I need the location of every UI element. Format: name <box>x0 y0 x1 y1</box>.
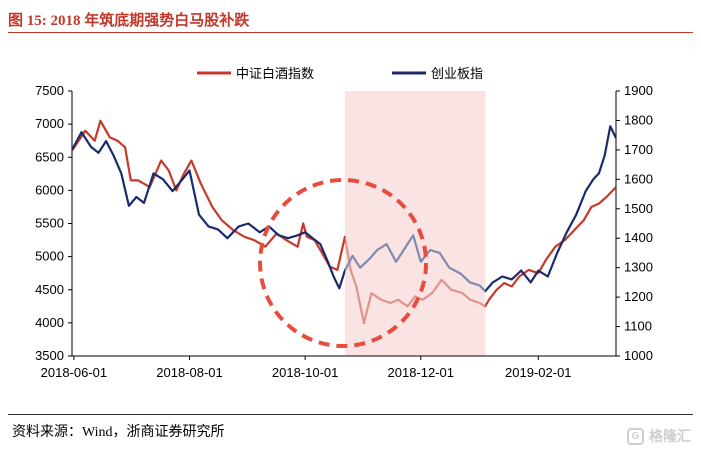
right-axis-tick-label: 1400 <box>624 230 653 245</box>
watermark: G 格隆汇 <box>627 426 691 446</box>
figure-header: 图 15: 2018 年筑底期强势白马股补跌 <box>8 8 693 33</box>
left-axis-tick-label: 4000 <box>35 315 64 330</box>
x-axis-tick-label: 2019-02-01 <box>505 365 572 380</box>
right-axis-tick-label: 1100 <box>624 319 652 334</box>
legend-label-1: 中证白酒指数 <box>236 66 314 81</box>
left-axis-tick-label: 5000 <box>35 249 64 264</box>
right-axis-tick-label: 1600 <box>624 171 653 186</box>
x-axis-tick-label: 2018-08-01 <box>156 365 223 380</box>
figure-source: 资料来源：Wind，浙商证券研究所 <box>12 425 225 440</box>
series-line-1 <box>71 119 617 324</box>
x-axis-tick-label: 2018-10-01 <box>272 365 339 380</box>
right-axis-tick-label: 1200 <box>624 289 653 304</box>
left-axis-tick-label: 3500 <box>35 348 64 363</box>
x-axis-tick-label: 2018-06-01 <box>41 365 108 380</box>
shaded-region <box>344 91 486 356</box>
left-axis-tick-label: 4500 <box>35 282 64 297</box>
watermark-text: 格隆汇 <box>649 428 691 444</box>
right-axis-tick-label: 1800 <box>624 112 653 127</box>
x-axis-tick-label: 2018-12-01 <box>388 365 455 380</box>
figure-title: 图 15: 2018 年筑底期强势白马股补跌 <box>8 13 250 29</box>
legend-label-2: 创业板指 <box>431 66 483 81</box>
right-axis-tick-label: 1700 <box>624 142 653 157</box>
left-axis-tick-label: 6500 <box>35 149 64 164</box>
right-axis-tick-label: 1000 <box>624 348 653 363</box>
footer-divider <box>8 414 693 415</box>
right-axis-tick-label: 1300 <box>624 260 653 275</box>
right-axis-tick-label: 1500 <box>624 201 653 216</box>
left-axis-tick-label: 7500 <box>35 83 64 98</box>
title-divider <box>8 32 693 33</box>
watermark-logo-icon: G <box>627 427 644 445</box>
annotation-dashed-circle <box>258 178 429 348</box>
left-axis-tick-label: 7000 <box>35 116 64 131</box>
left-axis-tick-label: 6000 <box>35 182 64 197</box>
right-axis-tick-label: 1900 <box>624 83 653 98</box>
left-axis-tick-label: 5500 <box>35 216 64 231</box>
series-line-2 <box>71 125 617 293</box>
series-line-1-shade-overlay <box>344 236 486 324</box>
series-line-2-shade-overlay <box>344 232 486 294</box>
